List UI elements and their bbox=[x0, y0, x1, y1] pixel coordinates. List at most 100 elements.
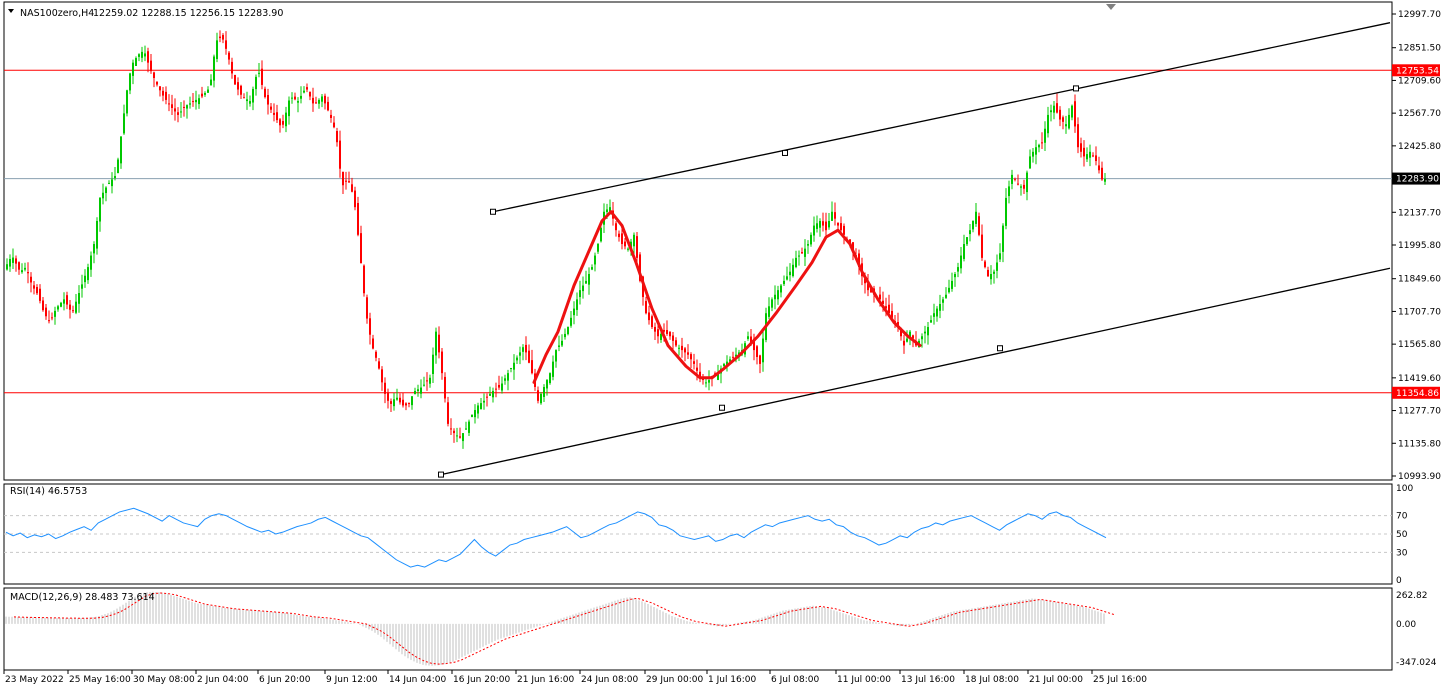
x-tick-label: 6 Jul 08:00 bbox=[771, 675, 820, 685]
candle-body bbox=[525, 344, 527, 353]
channel-anchor-point bbox=[782, 149, 788, 156]
candle-body bbox=[264, 88, 266, 98]
candle-body bbox=[606, 209, 608, 213]
candle-body bbox=[165, 91, 167, 100]
candle-body bbox=[1029, 156, 1031, 169]
candle-body bbox=[450, 428, 452, 430]
candle-body bbox=[1080, 143, 1082, 152]
candle-body bbox=[357, 203, 359, 235]
candle-body bbox=[186, 105, 188, 109]
candle-body bbox=[234, 74, 236, 85]
candle-body bbox=[60, 302, 62, 307]
candle-body bbox=[588, 274, 590, 285]
candle-body bbox=[1026, 172, 1028, 193]
candle-body bbox=[198, 98, 200, 105]
x-tick-label: 1 Jul 16:00 bbox=[708, 675, 757, 685]
candle-body bbox=[93, 244, 95, 254]
candle-body bbox=[285, 112, 287, 127]
candle-body bbox=[375, 351, 377, 358]
candle-body bbox=[399, 397, 401, 403]
candle-body bbox=[1077, 124, 1079, 148]
y-tick-label: 10993.90 bbox=[1398, 472, 1441, 482]
candle-body bbox=[837, 222, 839, 226]
level-price-tag bbox=[1392, 386, 1440, 399]
candle-body bbox=[840, 223, 842, 231]
candle-body bbox=[912, 335, 914, 339]
candle-body bbox=[336, 131, 338, 143]
candle-body bbox=[834, 212, 836, 219]
candle-body bbox=[600, 227, 602, 242]
candle-body bbox=[990, 274, 992, 280]
candle-body bbox=[1011, 174, 1013, 184]
channel-lower-line bbox=[440, 267, 1391, 476]
candle-body bbox=[963, 244, 965, 259]
candle-body bbox=[723, 363, 725, 367]
candle-body bbox=[15, 258, 17, 264]
candle-body bbox=[321, 96, 323, 102]
x-tick-label: 30 May 08:00 bbox=[133, 675, 195, 685]
candle-body bbox=[366, 297, 368, 319]
candle-body bbox=[9, 259, 11, 267]
candle-body bbox=[669, 331, 671, 337]
candle-body bbox=[444, 376, 446, 399]
candle-body bbox=[372, 338, 374, 349]
candle-body bbox=[153, 72, 155, 79]
candle-body bbox=[489, 393, 491, 396]
rsi-tick-label: 50 bbox=[1396, 530, 1408, 540]
candle-body bbox=[1056, 103, 1058, 113]
y-tick-label: 11419.60 bbox=[1398, 374, 1441, 384]
candle-body bbox=[78, 293, 80, 304]
macd-marks bbox=[5, 591, 1115, 666]
shift-marker-icon[interactable] bbox=[1106, 4, 1116, 10]
candle-body bbox=[885, 306, 887, 309]
candle-body bbox=[852, 242, 854, 251]
candle-body bbox=[579, 290, 581, 298]
candle-body bbox=[909, 331, 911, 339]
candle-body bbox=[807, 244, 809, 246]
x-tick-label: 21 Jul 00:00 bbox=[1029, 675, 1083, 685]
candle-body bbox=[45, 307, 47, 317]
candle-body bbox=[573, 308, 575, 316]
candle-body bbox=[84, 275, 86, 283]
candle-body bbox=[735, 354, 737, 357]
candle-body bbox=[231, 61, 233, 74]
candle-body bbox=[111, 179, 113, 187]
candle-body bbox=[777, 290, 779, 300]
candle-body bbox=[57, 306, 59, 310]
candle-body bbox=[96, 220, 98, 249]
candle-body bbox=[867, 283, 869, 291]
candle-body bbox=[204, 93, 206, 95]
candle-body bbox=[12, 257, 14, 263]
candle-body bbox=[378, 361, 380, 369]
candle-body bbox=[888, 304, 890, 314]
candle-body bbox=[864, 278, 866, 284]
candle-body bbox=[147, 51, 149, 63]
candle-body bbox=[822, 221, 824, 226]
candle-body bbox=[39, 288, 41, 301]
candle-body bbox=[498, 384, 500, 388]
candle-body bbox=[828, 220, 830, 228]
candle-body bbox=[849, 239, 851, 245]
candle-body bbox=[324, 95, 326, 104]
candle-body bbox=[663, 329, 665, 332]
level-price-tag-label: 11354.86 bbox=[1396, 389, 1439, 399]
channel-anchor-point bbox=[490, 208, 496, 215]
y-tick-label: 11707.70 bbox=[1398, 307, 1441, 317]
candle-body bbox=[351, 184, 353, 192]
x-tick-label: 14 Jun 04:00 bbox=[389, 675, 446, 685]
candle-body bbox=[969, 230, 971, 235]
candle-body bbox=[678, 347, 680, 349]
candle-body bbox=[21, 270, 23, 273]
candle-body bbox=[414, 391, 416, 395]
y-tick-label: 12997.70 bbox=[1398, 10, 1441, 20]
candle-body bbox=[1044, 128, 1046, 143]
candle-body bbox=[927, 327, 929, 336]
candle-body bbox=[540, 393, 542, 404]
candle-body bbox=[675, 340, 677, 346]
candle-body bbox=[978, 216, 980, 235]
candle-body bbox=[705, 382, 707, 384]
dropdown-triangle-icon[interactable] bbox=[8, 9, 14, 13]
candle-body bbox=[237, 82, 239, 90]
candle-body bbox=[483, 400, 485, 403]
